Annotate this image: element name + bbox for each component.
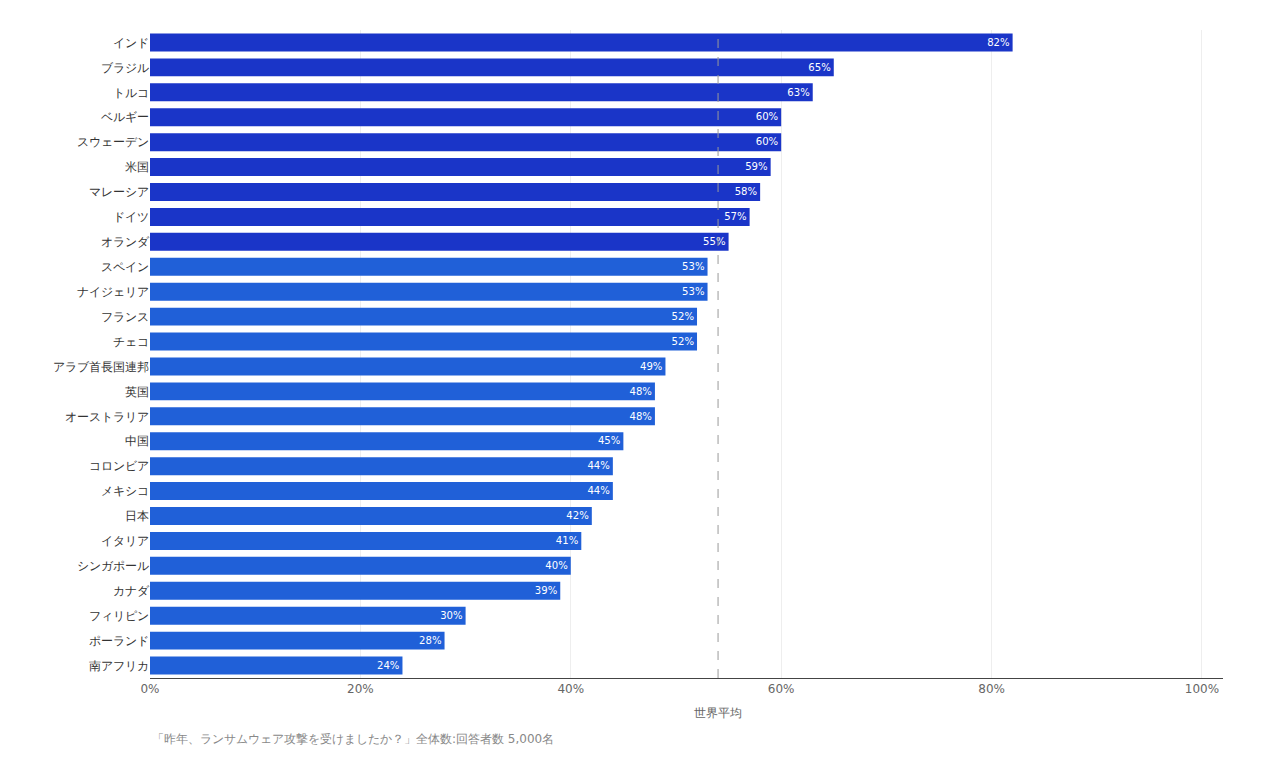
svg-text:48%: 48% [629,411,652,422]
svg-text:「昨年、ランサムウェア攻撃を受けましたか？」全体数:回答者数: 「昨年、ランサムウェア攻撃を受けましたか？」全体数:回答者数 5,000名 [152,732,554,746]
svg-text:52%: 52% [672,336,695,347]
svg-text:60%: 60% [756,111,779,122]
svg-text:世界平均: 世界平均 [694,706,742,720]
svg-text:トルコ: トルコ [113,86,149,100]
svg-text:イタリア: イタリア [101,534,149,548]
svg-text:63%: 63% [787,87,810,98]
svg-text:マレーシア: マレーシア [89,185,149,199]
svg-text:シンガポール: シンガポール [77,559,149,573]
svg-text:65%: 65% [808,62,831,73]
svg-text:80%: 80% [978,682,1005,696]
svg-text:フランス: フランス [101,310,149,324]
svg-text:53%: 53% [682,286,705,297]
svg-text:インド: インド [113,36,149,50]
svg-text:英国: 英国 [125,385,149,399]
svg-text:45%: 45% [598,435,621,446]
svg-text:44%: 44% [587,485,610,496]
svg-text:48%: 48% [629,386,652,397]
svg-text:40%: 40% [545,560,568,571]
svg-text:20%: 20% [347,682,374,696]
svg-text:24%: 24% [377,660,400,671]
svg-text:フィリピン: フィリピン [89,609,149,623]
svg-text:ベルギー: ベルギー [101,110,149,124]
svg-text:82%: 82% [987,37,1010,48]
svg-text:カナダ: カナダ [113,584,150,598]
svg-text:58%: 58% [735,186,758,197]
svg-text:オーストラリア: オーストラリア [65,410,149,424]
svg-text:30%: 30% [440,610,463,621]
svg-text:44%: 44% [587,460,610,471]
svg-text:28%: 28% [419,635,442,646]
svg-text:53%: 53% [682,261,705,272]
svg-text:チェコ: チェコ [113,335,149,349]
svg-text:アラブ首長国連邦: アラブ首長国連邦 [53,360,149,374]
svg-text:57%: 57% [724,211,747,222]
svg-text:メキシコ: メキシコ [101,484,149,498]
svg-text:コロンビア: コロンビア [89,459,149,473]
svg-text:40%: 40% [557,682,584,696]
svg-text:41%: 41% [556,535,579,546]
svg-text:南アフリカ: 南アフリカ [89,659,149,673]
svg-text:米国: 米国 [125,160,149,174]
svg-text:日本: 日本 [125,509,149,523]
svg-text:42%: 42% [566,510,589,521]
svg-text:スウェーデン: スウェーデン [77,135,149,149]
svg-text:スペイン: スペイン [101,260,149,274]
svg-text:ポーランド: ポーランド [89,634,149,648]
svg-text:ナイジェリア: ナイジェリア [77,285,149,299]
svg-text:52%: 52% [672,311,695,322]
svg-text:60%: 60% [768,682,795,696]
svg-text:55%: 55% [703,236,726,247]
svg-text:100%: 100% [1185,682,1219,696]
svg-text:60%: 60% [756,136,779,147]
svg-text:ドイツ: ドイツ [113,210,149,224]
svg-text:中国: 中国 [125,434,149,448]
svg-text:オランダ: オランダ [101,235,150,249]
svg-text:49%: 49% [640,361,663,372]
svg-text:59%: 59% [745,161,768,172]
svg-text:ブラジル: ブラジル [101,61,149,75]
svg-text:39%: 39% [535,585,558,596]
svg-text:0%: 0% [140,682,159,696]
